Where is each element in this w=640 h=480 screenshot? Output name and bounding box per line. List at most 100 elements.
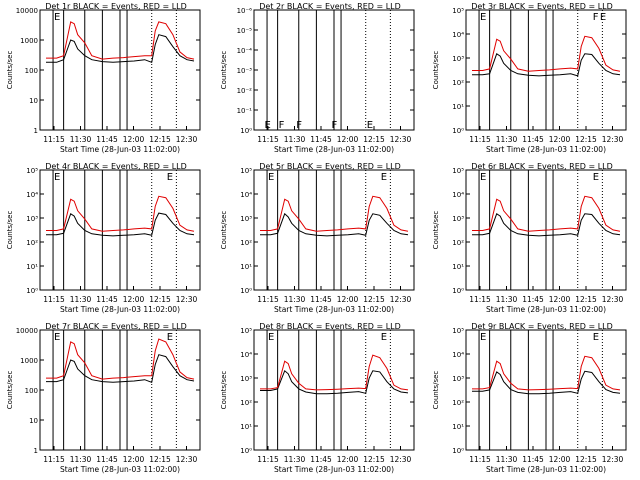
series-line-lld [46,195,195,232]
x-tick-label: 11:30 [284,455,306,464]
panel-title: Det 8r BLACK = Events, RED = LLD [259,322,401,331]
x-tick-label: 12:00 [337,455,359,464]
y-tick-label: 10⁴ [240,191,252,199]
x-tick-label: 12:30 [390,455,412,464]
panel-2: Det 2r BLACK = Events, RED = LLD Counts/s… [220,2,415,154]
x-tick-label: 12:15 [149,455,171,464]
y-tick-label: 10 [29,97,38,105]
x-tick-label: 11:30 [496,455,518,464]
x-tick-label: 11:30 [284,295,306,304]
y-tick-label: 10⁵ [452,327,464,335]
series-line-lld [472,35,621,72]
y-tick-label: 10000 [16,327,38,335]
y-tick-label: 10⁻² [237,87,253,95]
panel-5: Det 5r BLACK = Events, RED = LLD Counts/s… [220,162,415,314]
y-tick-label: 10⁻⁵ [237,27,253,35]
x-tick-label: 12:30 [602,295,624,304]
panel-title: Det 1r BLACK = Events, RED = LLD [45,2,187,11]
x-tick-label: 11:45 [310,135,332,144]
x-axis-label: Start Time (28-Jun-03 11:02:00) [486,305,606,314]
event-flag-label: E [480,172,486,183]
event-flag-label: E [367,120,373,131]
y-tick-label: 10⁴ [452,351,464,359]
series-line-lld [46,338,195,380]
x-tick-label: 11:30 [70,455,92,464]
x-tick-label: 12:30 [390,295,412,304]
panel-6: Det 6r BLACK = Events, RED = LLD Counts/s… [432,162,627,314]
x-tick-label: 12:15 [149,135,171,144]
series-line-lld [472,355,621,391]
x-tick-label: 12:00 [123,455,145,464]
series-line-events [472,213,621,237]
x-axis-label: Start Time (28-Jun-03 11:02:00) [60,465,180,474]
x-tick-label: 11:30 [284,135,306,144]
event-flag-label: E [381,332,387,343]
x-tick-label: 12:15 [363,295,385,304]
x-tick-label: 12:00 [337,295,359,304]
series-line-events [46,212,195,237]
panel-8: Det 8r BLACK = Events, RED = LLD Counts/s… [220,322,415,474]
x-tick-label: 12:15 [363,135,385,144]
y-axis-label: Counts/sec [220,371,228,410]
y-tick-label: 10⁴ [452,31,464,39]
y-tick-label: 1000 [20,37,38,45]
panel-7: Det 7r BLACK = Events, RED = LLD Counts/s… [6,322,201,474]
y-tick-label: 10⁰ [452,447,464,455]
panel-title: Det 9r BLACK = Events, RED = LLD [471,322,613,331]
y-tick-label: 10² [452,79,464,87]
y-tick-label: 10000 [16,7,38,15]
y-tick-label: 10⁰ [26,287,38,295]
y-tick-label: 10¹ [452,263,464,271]
y-tick-label: 1 [34,447,38,455]
event-flag-label: E [167,172,173,183]
series-line-events [46,354,195,383]
series-line-events [472,370,621,395]
x-tick-label: 11:30 [496,135,518,144]
y-tick-label: 10¹ [452,423,464,431]
x-tick-label: 11:45 [96,295,118,304]
panel-title: Det 5r BLACK = Events, RED = LLD [259,162,401,171]
x-tick-label: 12:00 [123,135,145,144]
x-axis-label: Start Time (28-Jun-03 11:02:00) [274,305,394,314]
y-axis-label: Counts/sec [6,371,14,410]
x-tick-label: 12:30 [602,135,624,144]
event-flag-label: E [480,12,486,23]
x-tick-label: 11:15 [469,295,491,304]
panel-title: Det 2r BLACK = Events, RED = LLD [259,2,401,11]
event-flag-label: E [268,172,274,183]
x-tick-label: 11:30 [496,295,518,304]
event-flag-label: E [593,332,599,343]
panel-9: Det 9r BLACK = Events, RED = LLD Counts/s… [432,322,627,474]
x-tick-label: 11:45 [522,455,544,464]
x-tick-label: 11:15 [43,135,65,144]
x-tick-label: 11:45 [96,135,118,144]
x-tick-label: 11:30 [70,295,92,304]
x-tick-label: 12:15 [575,295,597,304]
y-axis-label: Counts/sec [6,211,14,250]
x-axis-label: Start Time (28-Jun-03 11:02:00) [486,465,606,474]
x-axis-label: Start Time (28-Jun-03 11:02:00) [486,145,606,154]
y-axis-label: Counts/sec [432,51,440,90]
panel-4: Det 4r BLACK = Events, RED = LLD Counts/s… [6,162,201,314]
x-tick-label: 11:15 [469,135,491,144]
y-tick-label: 10⁵ [240,327,252,335]
event-flag-label: E [593,172,599,183]
x-tick-label: 11:15 [469,455,491,464]
y-tick-label: 1 [34,127,38,135]
event-flag-label: E [54,12,60,23]
series-line-events [46,34,195,63]
x-tick-label: 11:15 [43,455,65,464]
y-tick-label: 10³ [452,215,464,223]
x-tick-label: 11:30 [70,135,92,144]
x-tick-label: 12:00 [123,295,145,304]
series-line-events [260,369,409,395]
event-flag-label: F [331,120,337,131]
y-tick-label: 1000 [20,357,38,365]
y-tick-label: 10² [452,239,464,247]
x-axis-label: Start Time (28-Jun-03 11:02:00) [274,465,394,474]
panel-1: Det 1r BLACK = Events, RED = LLD Counts/s… [6,2,201,154]
y-tick-label: 10³ [26,215,38,223]
x-tick-label: 12:30 [390,135,412,144]
y-tick-label: 10¹ [452,103,464,111]
x-tick-label: 11:45 [522,295,544,304]
